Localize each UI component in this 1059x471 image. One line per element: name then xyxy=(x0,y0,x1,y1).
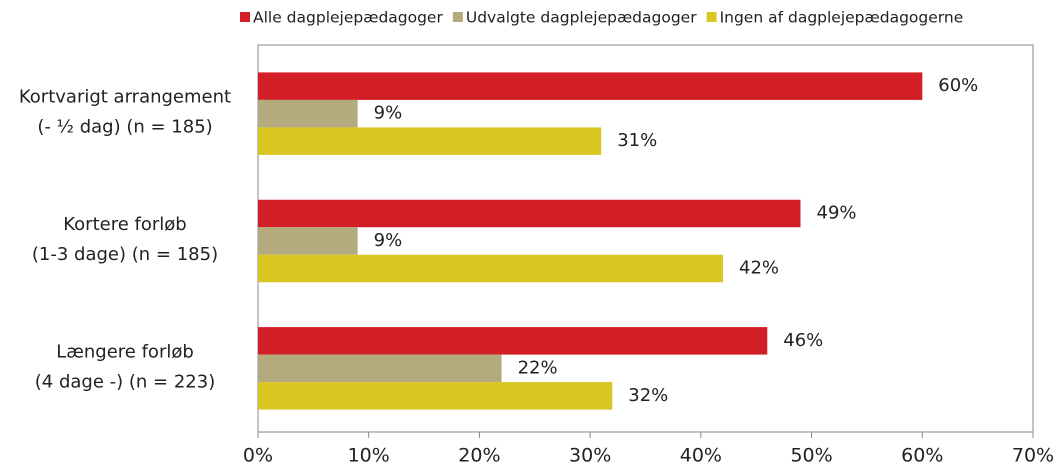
legend-label: Alle dagplejepædagoger xyxy=(253,9,443,27)
category-label: (- ½ dag) (n = 185) xyxy=(37,117,212,138)
category-label: Kortvarigt arrangement xyxy=(19,87,231,108)
x-tick-label: 0% xyxy=(243,445,273,467)
bar xyxy=(258,127,602,155)
legend-swatch xyxy=(706,12,717,22)
x-tick-label: 70% xyxy=(1012,445,1054,467)
bar xyxy=(258,72,923,100)
value-label: 32% xyxy=(628,385,668,406)
legend-swatch xyxy=(452,12,463,22)
x-tick-label: 20% xyxy=(458,445,500,467)
category-label: (4 dage -) (n = 223) xyxy=(35,371,215,392)
value-label: 9% xyxy=(374,103,403,124)
value-label: 46% xyxy=(783,330,823,351)
bar xyxy=(258,99,358,128)
x-tick-label: 30% xyxy=(569,445,611,467)
value-label: 60% xyxy=(938,75,978,96)
legend-swatch xyxy=(240,12,250,22)
x-tick-label: 60% xyxy=(901,445,943,467)
category-label: Kortere forløb xyxy=(63,214,186,235)
value-label: 31% xyxy=(617,130,657,151)
bar xyxy=(258,382,613,410)
legend-label: Udvalgte dagplejepædagoger xyxy=(466,9,697,27)
bar xyxy=(258,354,502,383)
value-label: 9% xyxy=(374,230,403,251)
value-label: 42% xyxy=(739,258,779,279)
category-label: (1-3 dage) (n = 185) xyxy=(32,244,218,265)
value-label: 22% xyxy=(518,357,558,378)
bar xyxy=(258,227,358,255)
category-label: Længere forløb xyxy=(56,341,194,362)
value-label: 49% xyxy=(817,203,857,224)
x-tick-label: 10% xyxy=(348,445,390,467)
x-tick-label: 40% xyxy=(680,445,722,467)
bar xyxy=(258,254,723,283)
bar xyxy=(258,327,768,355)
legend-label: Ingen af dagplejepædagogerne xyxy=(720,9,964,27)
x-tick-label: 50% xyxy=(790,445,832,467)
bar xyxy=(258,199,801,228)
